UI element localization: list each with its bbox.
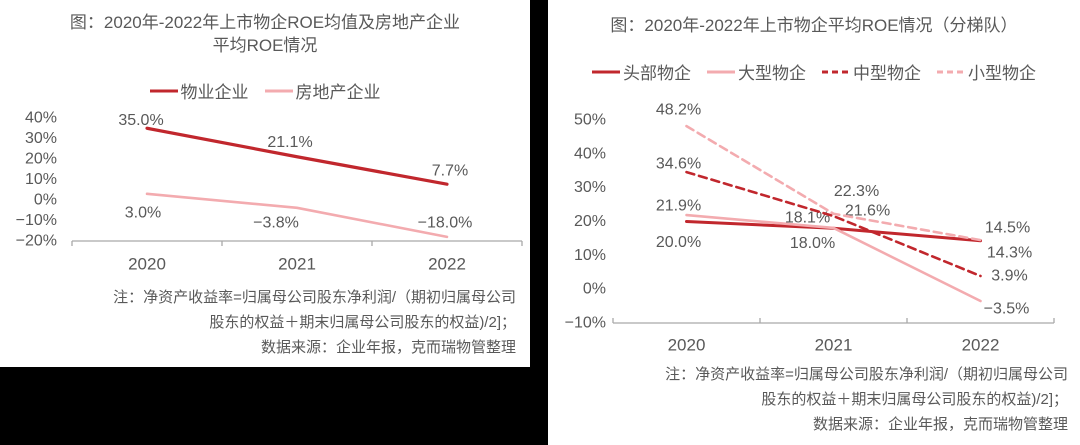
left-note-line1: 注：净资产收益率=归属母公司股东净利润/（期初归属母公司	[113, 289, 516, 306]
series-line-property-companies	[145, 126, 449, 186]
data-label-mid-tier-2022: 3.9%	[991, 267, 1027, 284]
legend-item-large-tier: 大型物企	[707, 59, 806, 84]
left-chart-title-line1: 图：2020年-2022年上市物企ROE均值及房地产企业	[69, 13, 461, 32]
data-label-top-tier-2021: 18.0%	[790, 235, 835, 252]
x-axis-tick-label: 2022	[962, 336, 1000, 355]
data-label-mid-tier-2021: 21.6%	[845, 203, 890, 220]
x-axis-tick-label: 2022	[428, 255, 466, 274]
legend-line-swatch-large-tier	[707, 70, 735, 73]
series-line-small-tier	[685, 124, 982, 242]
left-chart-title-line2: 平均ROE情况	[212, 36, 318, 55]
left-chart-title: 图：2020年-2022年上市物企ROE均值及房地产企业 平均ROE情况	[0, 11, 530, 57]
data-label-top-tier-2022: 14.3%	[987, 244, 1032, 261]
data-label-small-tier-2022: 14.5%	[985, 220, 1030, 237]
legend-item-small-tier: 小型物企	[937, 59, 1036, 84]
series-line-mid-tier	[685, 170, 982, 278]
legend-label-property-companies: 物业企业	[180, 83, 249, 102]
right-chart-note: 注：净资产收益率=归属母公司股东净利润/（期初归属母公司 股东的权益＋期末归属母…	[548, 362, 1068, 437]
legend-label-mid-tier: 中型物企	[853, 64, 921, 83]
right-chart-legend: 头部物企 大型物企 中型物企 小型物企	[548, 59, 1080, 84]
y-axis-tick-label: 20%	[25, 151, 57, 168]
data-label-small-tier-2021: 22.3%	[834, 183, 879, 200]
legend-item-real-estate-companies: 房地产企业	[264, 78, 381, 103]
data-label-property-companies-2022: 7.7%	[432, 163, 468, 180]
y-axis-tick-label: 20%	[574, 213, 606, 230]
y-axis-tick-label: 30%	[25, 130, 57, 147]
series-line-large-tier	[685, 213, 982, 303]
y-axis-tick-label: 40%	[25, 110, 57, 127]
left-chart-plot: 40% 30% 20% 10% 0% −10% −20% 2020 2021 2022 35.0% 2…	[16, 110, 523, 274]
data-label-large-tier-2021: 18.1%	[785, 209, 830, 226]
legend-label-real-estate-companies: 房地产企业	[295, 83, 381, 102]
left-note-line2: 股东的权益＋期末归属母公司股东的权益)/2]；	[209, 314, 516, 331]
data-label-small-tier-2020: 48.2%	[656, 102, 701, 119]
y-axis-tick-label: 0%	[34, 192, 57, 209]
x-axis-tick-label: 2021	[278, 255, 316, 274]
y-axis-tick-label: −20%	[16, 233, 57, 250]
right-note-source: 数据来源：企业年报，克而瑞物管整理	[812, 416, 1068, 433]
right-chart-title-line1: 图：2020年-2022年上市物企平均ROE情况（分梯队）	[610, 16, 1018, 35]
legend-item-mid-tier: 中型物企	[822, 59, 921, 84]
y-axis-tick-label: 10%	[25, 171, 57, 188]
left-chart-legend: 物业企业 房地产企业	[0, 78, 530, 103]
legend-label-large-tier: 大型物企	[738, 64, 806, 83]
data-label-property-companies-2020: 35.0%	[118, 112, 163, 129]
series-line-real-estate-companies	[145, 192, 449, 239]
y-axis-tick-label: 30%	[574, 179, 606, 196]
right-chart-title: 图：2020年-2022年上市物企平均ROE情况（分梯队）	[548, 14, 1080, 37]
legend-label-small-tier: 小型物企	[968, 64, 1036, 83]
data-label-large-tier-2020: 21.9%	[656, 198, 701, 215]
y-axis-tick-label: −10%	[565, 315, 606, 332]
legend-line-swatch-real-estate-companies	[264, 89, 293, 92]
data-label-top-tier-2020: 20.0%	[656, 234, 701, 251]
data-label-mid-tier-2020: 34.6%	[656, 156, 701, 173]
data-label-real-estate-companies-2020: 3.0%	[125, 204, 161, 221]
left-chart-note: 注：净资产收益率=归属母公司股东净利润/（期初归属母公司 股东的权益＋期末归属母…	[0, 285, 516, 360]
legend-line-swatch-small-tier	[937, 70, 965, 73]
left-note-source: 数据来源：企业年报，克而瑞物管整理	[260, 339, 516, 356]
right-note-line2: 股东的权益＋期末归属母公司股东的权益)/2]；	[761, 391, 1068, 408]
right-chart-panel: 图：2020年-2022年上市物企平均ROE情况（分梯队） 头部物企 大型物企 中型…	[548, 0, 1080, 445]
y-axis-tick-label: 50%	[574, 112, 606, 129]
data-label-real-estate-companies-2022: −18.0%	[418, 214, 473, 231]
data-label-large-tier-2022: −3.5%	[984, 301, 1030, 318]
y-axis-tick-label: −10%	[16, 212, 57, 229]
legend-line-swatch-top-tier	[592, 70, 620, 73]
y-axis-tick-label: 0%	[583, 281, 606, 298]
right-chart-plot: 50% 40% 30% 20% 10% 0% −10% 2020 2021 2022 20.0% 18…	[565, 102, 1055, 355]
left-chart-panel: 图：2020年-2022年上市物企ROE均值及房地产企业 平均ROE情况 物业企…	[0, 0, 530, 367]
y-axis-tick-label: 40%	[574, 145, 606, 162]
data-label-real-estate-companies-2021: −3.8%	[253, 214, 299, 231]
legend-label-top-tier: 头部物企	[623, 64, 691, 83]
x-axis-tick-label: 2020	[668, 336, 706, 355]
y-axis-tick-label: 10%	[574, 247, 606, 264]
legend-line-swatch-property-companies	[149, 89, 178, 92]
right-note-line1: 注：净资产收益率=归属母公司股东净利润/（期初归属母公司	[665, 366, 1068, 383]
legend-item-top-tier: 头部物企	[592, 59, 691, 84]
legend-line-swatch-mid-tier	[822, 70, 850, 73]
data-label-property-companies-2021: 21.1%	[267, 134, 312, 151]
legend-item-property-companies: 物业企业	[149, 78, 249, 103]
x-axis-tick-label: 2021	[815, 336, 853, 355]
x-axis-tick-label: 2020	[128, 255, 166, 274]
